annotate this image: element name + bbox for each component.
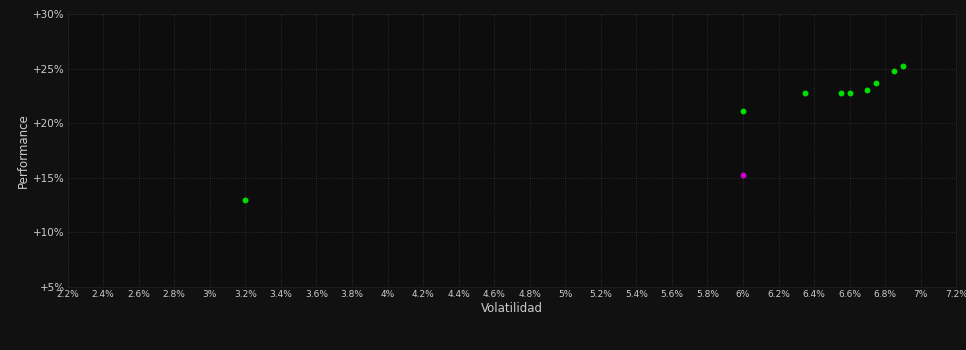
Y-axis label: Performance: Performance: [17, 113, 30, 188]
Point: [860, 88, 875, 93]
Point: [833, 90, 848, 96]
Point: [238, 197, 253, 202]
Point: [868, 80, 884, 86]
Point: [798, 90, 813, 96]
X-axis label: Volatilidad: Volatilidad: [481, 302, 543, 315]
Point: [735, 108, 751, 114]
Point: [735, 172, 751, 177]
Point: [895, 64, 911, 69]
Point: [842, 90, 858, 96]
Point: [887, 68, 902, 74]
